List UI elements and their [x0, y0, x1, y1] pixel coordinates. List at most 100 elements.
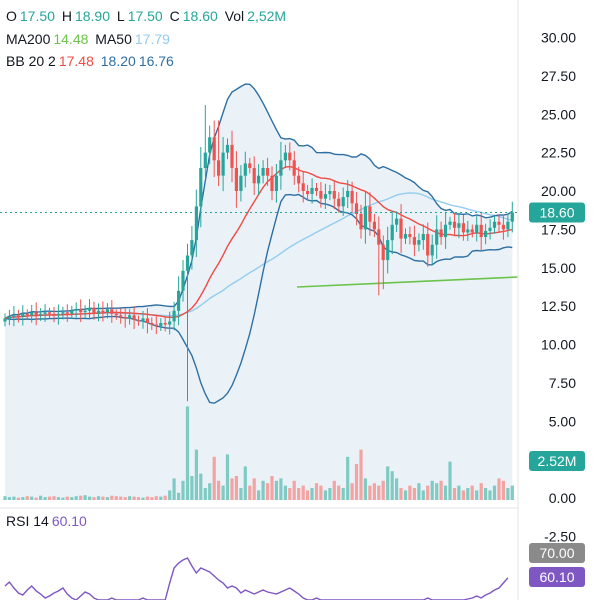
volume-bar	[39, 495, 43, 500]
volume-bar	[239, 488, 243, 500]
volume-bar	[395, 478, 399, 500]
volume-bar	[443, 485, 448, 500]
candle-body	[12, 315, 16, 317]
volume-bar	[421, 490, 425, 500]
candle-body	[403, 234, 408, 239]
candle-body	[25, 313, 29, 316]
close-label: C	[169, 8, 180, 24]
rsi-value-badge-bg	[529, 567, 585, 587]
bb-lower-value: 16.76	[138, 53, 174, 69]
rsi-level-badge: 70.00	[539, 545, 574, 561]
last-price-badge: 18.60	[539, 204, 574, 220]
price-axis-label: 22.50	[541, 145, 576, 161]
ma200-value: 14.48	[53, 31, 89, 47]
candle-body	[274, 175, 278, 191]
volume-bar	[306, 490, 310, 500]
candle-body	[492, 221, 497, 228]
candle-body	[168, 321, 172, 325]
volume-bar	[185, 406, 190, 500]
price-axis-label: 5.00	[549, 413, 576, 429]
candle-body	[61, 312, 65, 314]
candle-body	[136, 319, 141, 322]
volume-bar	[461, 490, 465, 500]
open-value: 17.50	[19, 8, 55, 24]
candle-body	[475, 224, 479, 233]
volume-bar	[208, 483, 212, 500]
volume-bar	[145, 496, 149, 500]
candle-body	[243, 163, 247, 176]
volume-bar	[16, 497, 20, 500]
candle-body	[314, 187, 319, 191]
candle-body	[194, 206, 198, 241]
volume-bar	[65, 496, 69, 500]
candle-body	[426, 234, 430, 256]
volume-bar	[43, 497, 47, 500]
volume-bar	[350, 483, 354, 500]
rsi-legend: RSI 14 60.10	[6, 513, 90, 529]
volume-label: Vol	[224, 8, 245, 24]
candle-body	[105, 309, 109, 313]
rsi-value-badge: 60.10	[539, 569, 574, 585]
ohlc-legend: O 17.50 H 18.90 L 17.50 C 18.60 Vol 2,52M	[6, 8, 289, 24]
volume-bar	[390, 471, 394, 500]
candle-body	[510, 212, 514, 222]
rsi-label: RSI 14	[6, 513, 49, 529]
volume-bar	[484, 488, 488, 500]
volume-bar	[141, 497, 145, 500]
candle-body	[265, 168, 270, 176]
candle-body	[34, 312, 38, 316]
candle-body	[501, 224, 505, 230]
volume-bar	[79, 495, 83, 500]
volume-bar	[257, 490, 261, 500]
volume-bar	[168, 490, 172, 500]
candle-body	[225, 144, 230, 153]
volume-bar	[123, 497, 127, 500]
candle-body	[319, 191, 323, 199]
volume-bar	[337, 485, 341, 500]
candle-body	[417, 240, 421, 245]
candle-body	[439, 229, 443, 238]
low-label: L	[116, 8, 125, 24]
candle-body	[466, 229, 470, 233]
price-axis-label: 0.00	[549, 490, 576, 506]
ma200-label: MA200	[6, 31, 51, 47]
candle-body	[372, 221, 376, 230]
volume-bar	[368, 485, 372, 500]
candle-body	[283, 152, 287, 161]
candle-body	[443, 224, 448, 238]
volume-bar	[221, 485, 225, 500]
volume-bar	[177, 492, 181, 500]
candle-body	[479, 224, 483, 238]
candle-body	[421, 234, 425, 241]
candle-body	[110, 309, 114, 314]
candle-body	[430, 244, 434, 256]
volume-bar	[506, 488, 510, 500]
volume-bar	[270, 476, 274, 500]
volume-bar	[417, 483, 421, 500]
candle-body	[128, 315, 132, 319]
price-axis-label: 25.00	[541, 106, 576, 122]
volume-bar	[314, 483, 319, 500]
volume-bar	[61, 497, 65, 500]
candle-body	[386, 240, 390, 261]
volume-bar	[457, 485, 461, 500]
volume-bar	[475, 490, 479, 500]
volume-bar	[25, 496, 29, 500]
volume-bar	[497, 478, 501, 500]
candle-body	[70, 310, 74, 314]
volume-bar	[52, 496, 56, 500]
candle-body	[448, 221, 452, 225]
volume-bar	[3, 496, 7, 500]
price-axis-label: 7.50	[549, 375, 576, 391]
volume-bar	[234, 476, 238, 500]
candle-body	[381, 244, 385, 261]
price-axis-label: 30.00	[541, 30, 576, 46]
volume-bar	[288, 488, 292, 500]
candle-body	[199, 168, 203, 207]
volume-bar	[136, 497, 141, 500]
last-price-badge-bg	[529, 202, 585, 223]
volume-bar	[492, 485, 497, 500]
candle-body	[484, 230, 488, 237]
candle-body	[123, 316, 127, 319]
